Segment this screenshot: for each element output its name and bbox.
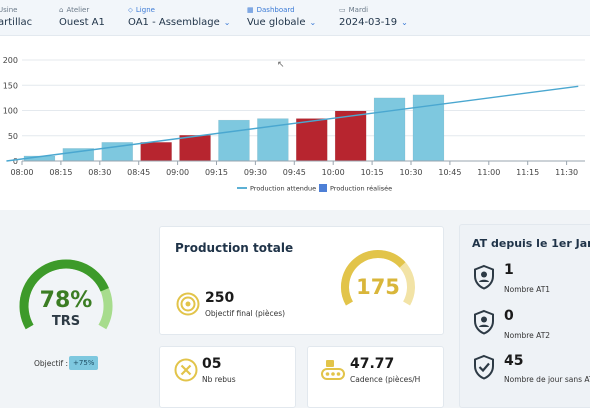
x-tick-label: 11:30 [555,168,578,177]
calendar-icon: ▭ [339,6,346,14]
dashboard-icon: ▦ [247,6,254,14]
atelier-selector[interactable]: ⌂ Atelier Ouest A1 [59,5,105,28]
shield-check-icon [474,354,494,380]
x-tick-label: 10:45 [438,168,461,177]
legend-label-realised: Production réalisée [330,185,392,193]
at2-label: Nombre AT2 [504,331,551,340]
trs-label: TRS [51,314,81,329]
production-gauge [341,250,415,306]
cadence-card: 47.77 Cadence (pièces/H [307,346,444,408]
cadence-value: 47.77 [350,356,395,372]
production-totale-card: Production totale 250 Objectif final (pi… [159,226,444,335]
x-tick-label: 09:30 [244,168,267,177]
at1-label: Nombre AT1 [504,285,551,294]
x-tick-label: 09:15 [205,168,228,177]
usine-selector[interactable]: Usine artillac [0,5,32,28]
objective-final-value: 250 [205,290,235,306]
shield-person-icon [474,264,494,290]
x-tick-label: 11:15 [516,168,539,177]
mouse-cursor-icon: ↖ [277,60,285,70]
production-gauge-value: 175 [356,275,400,299]
at-panel-title: AT depuis le 1er Janvi [472,237,590,250]
top-filter-bar: Usine artillac ⌂ Atelier Ouest A1 ⬦ Ligne … [0,0,590,36]
production-chart: 0 50 100 150 200 08:00 08:15 08:30 08:45 09:00 09:… [0,40,590,210]
target-icon [176,292,200,316]
x-tick-label: 11:00 [477,168,500,177]
at-panel: AT depuis le 1er Janvi 1 Nombre AT1 0 No… [459,224,590,408]
chevron-down-icon: ⌄ [223,18,231,27]
x-tick-label: 09:00 [166,168,189,177]
chevron-down-icon: ⌄ [309,18,317,27]
expected-production-line [6,85,579,162]
x-tick-label: 09:45 [283,168,306,177]
cancel-circle-icon [174,358,198,382]
y-tick-label: 50 [8,132,18,141]
chevron-down-icon: ⌄ [401,18,408,27]
x-tick-label: 08:15 [49,168,72,177]
usine-label: Usine [0,6,18,14]
rebus-label: Nb rebus [202,375,236,384]
x-tick-label: 08:45 [127,168,150,177]
legend-bar-swatch [319,184,327,192]
date-value: 2024-03-19 [339,17,398,28]
bar [179,134,211,162]
tag-icon: ⬦ [128,5,133,14]
dashboard-selector[interactable]: ▦ Dashboard Vue globale ⌄ [247,5,316,28]
cadence-label: Cadence (pièces/H [350,375,421,384]
y-tick-label: 100 [3,107,18,116]
usine-value: artillac [0,17,33,28]
rebus-card: 05 Nb rebus [159,346,296,408]
bar [334,110,367,162]
bar [373,97,406,162]
home-icon: ⌂ [59,6,64,14]
trs-percentage: 78% [39,288,93,313]
bar [140,142,172,162]
dashboard-label: Dashboard [256,6,295,14]
y-tick-label: 150 [3,81,18,90]
objective-badge: +75% [69,356,99,370]
bar [218,119,250,162]
trs-gauge [19,259,113,330]
conveyor-icon [321,360,345,380]
date-selector[interactable]: ▭ Mardi 2024-03-19 ⌄ [339,5,408,28]
y-tick-label: 0 [13,157,18,166]
atelier-label: Atelier [66,6,90,14]
production-gauge-fill [341,250,406,306]
dashboard-value: Vue globale [247,17,306,28]
ligne-value: OA1 - Assemblage [128,17,220,28]
ligne-selector[interactable]: ⬦ Ligne OA1 - Assemblage ⌄ [128,5,231,29]
x-tick-label: 10:15 [361,168,384,177]
at1-value: 1 [504,262,514,278]
trs-gauge-fill [19,259,109,330]
at2-value: 0 [504,308,514,324]
production-chart-svg: 0 50 100 150 200 08:00 08:15 08:30 08:45 09:00 09:… [3,56,585,193]
objective-label: Objectif : [34,359,69,368]
shield-person-icon [474,309,494,335]
bar [296,118,328,162]
date-label: Mardi [348,6,369,14]
objective-final-label: Objectif final (pièces) [205,309,286,318]
atelier-value: Ouest A1 [59,17,105,28]
x-tick-label: 08:30 [88,168,111,177]
production-totale-title: Production totale [175,241,294,255]
legend-label-expected: Production attendue [250,185,316,193]
ligne-label: Ligne [135,6,155,14]
x-tick-label: 10:00 [322,168,345,177]
x-tick-label: 10:30 [399,168,422,177]
at3-value: 45 [504,353,524,369]
y-tick-label: 200 [3,56,18,65]
rebus-value: 05 [202,356,222,372]
x-tick-label: 08:00 [10,168,33,177]
at3-label: Nombre de jour sans AT [504,375,590,384]
